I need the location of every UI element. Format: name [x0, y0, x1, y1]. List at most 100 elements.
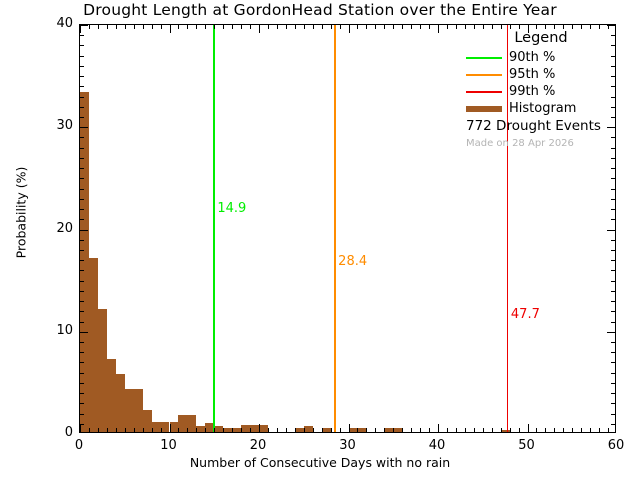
tick: [178, 25, 180, 29]
tick: [491, 428, 493, 432]
tick: [214, 25, 216, 29]
histogram-bar: [241, 424, 251, 432]
tick: [554, 428, 556, 432]
tick: [80, 86, 84, 88]
tick: [411, 428, 413, 432]
tick: [482, 428, 484, 432]
histogram-bar: [88, 258, 98, 432]
tick: [80, 301, 84, 303]
tick: [294, 25, 296, 29]
tick: [80, 341, 84, 343]
tick: [611, 311, 615, 313]
histogram-bar: [196, 425, 206, 432]
tick: [80, 424, 81, 432]
tick: [339, 428, 341, 432]
tick: [611, 106, 615, 108]
legend-entries: 90th % 95th % 99th % Histogram: [466, 49, 626, 117]
tick: [187, 25, 189, 29]
tick: [160, 428, 162, 432]
histogram-bar: [124, 389, 134, 432]
tick: [80, 249, 84, 251]
tick: [80, 25, 81, 33]
tick: [80, 168, 84, 170]
histogram-bar: [115, 373, 125, 432]
histogram-bar: [97, 309, 107, 432]
tick: [411, 25, 413, 29]
tick: [80, 76, 84, 78]
tick: [611, 270, 615, 272]
tick: [321, 428, 323, 432]
tick: [357, 428, 359, 432]
percentile-label-47.7: 47.7: [510, 307, 540, 323]
tick: [611, 393, 615, 395]
histogram-bar: [259, 424, 268, 432]
tick: [80, 229, 88, 231]
tick: [151, 25, 153, 29]
tick: [115, 428, 117, 432]
tick: [611, 341, 615, 343]
tick: [80, 157, 84, 159]
tick: [312, 25, 314, 29]
tick: [80, 311, 84, 313]
tick: [80, 106, 84, 108]
tick: [80, 280, 84, 282]
tick: [438, 25, 439, 33]
tick: [536, 25, 538, 29]
tick: [420, 428, 422, 432]
tick: [611, 188, 615, 190]
histogram-bar: [232, 427, 242, 432]
tick: [80, 219, 84, 221]
tick: [276, 428, 278, 432]
tick: [80, 96, 84, 98]
tick: [554, 25, 556, 29]
tick: [611, 147, 615, 149]
tick: [545, 428, 547, 432]
tick: [563, 25, 565, 29]
tick: [402, 428, 404, 432]
tick: [611, 413, 615, 415]
tick: [611, 403, 615, 405]
tick: [80, 382, 84, 384]
tick: [80, 65, 84, 67]
histogram-bar: [160, 421, 170, 432]
tick: [518, 25, 520, 29]
tick: [285, 25, 287, 29]
tick: [142, 428, 144, 432]
tick: [393, 25, 395, 29]
legend-label: Histogram: [509, 101, 577, 116]
tick: [80, 352, 84, 354]
y-axis-title: Probability (%): [13, 166, 29, 259]
tick: [473, 25, 475, 29]
percentile-line-14.9: [213, 25, 215, 432]
tick: [611, 35, 615, 37]
tick: [196, 428, 198, 432]
tick: [80, 127, 88, 129]
tick: [375, 428, 377, 432]
percentile-lines: 14.9 28.4 47.7: [80, 25, 615, 432]
chart-title: Drought Length at GordonHead Station ove…: [83, 1, 557, 19]
y-tick-label: 20: [56, 220, 73, 236]
histogram-bar: [500, 429, 510, 432]
legend-swatch: [466, 90, 502, 93]
tick: [330, 428, 332, 432]
tick: [527, 424, 529, 432]
tick: [80, 239, 84, 241]
histogram-bar: [106, 359, 116, 432]
tick: [611, 168, 615, 170]
tick: [348, 424, 350, 432]
tick: [611, 382, 615, 384]
tick: [500, 25, 502, 29]
tick: [581, 428, 583, 432]
histogram-bar: [294, 427, 304, 432]
tick: [339, 25, 341, 29]
x-tick-label: 50: [518, 438, 535, 453]
tick: [438, 424, 439, 432]
histogram-bar: [133, 389, 143, 432]
tick: [607, 229, 615, 231]
tick: [169, 424, 171, 432]
x-tick-label: 60: [607, 438, 625, 453]
tick: [80, 403, 84, 405]
histogram-bar: [205, 422, 215, 432]
tick: [124, 428, 126, 432]
tick: [88, 428, 90, 432]
